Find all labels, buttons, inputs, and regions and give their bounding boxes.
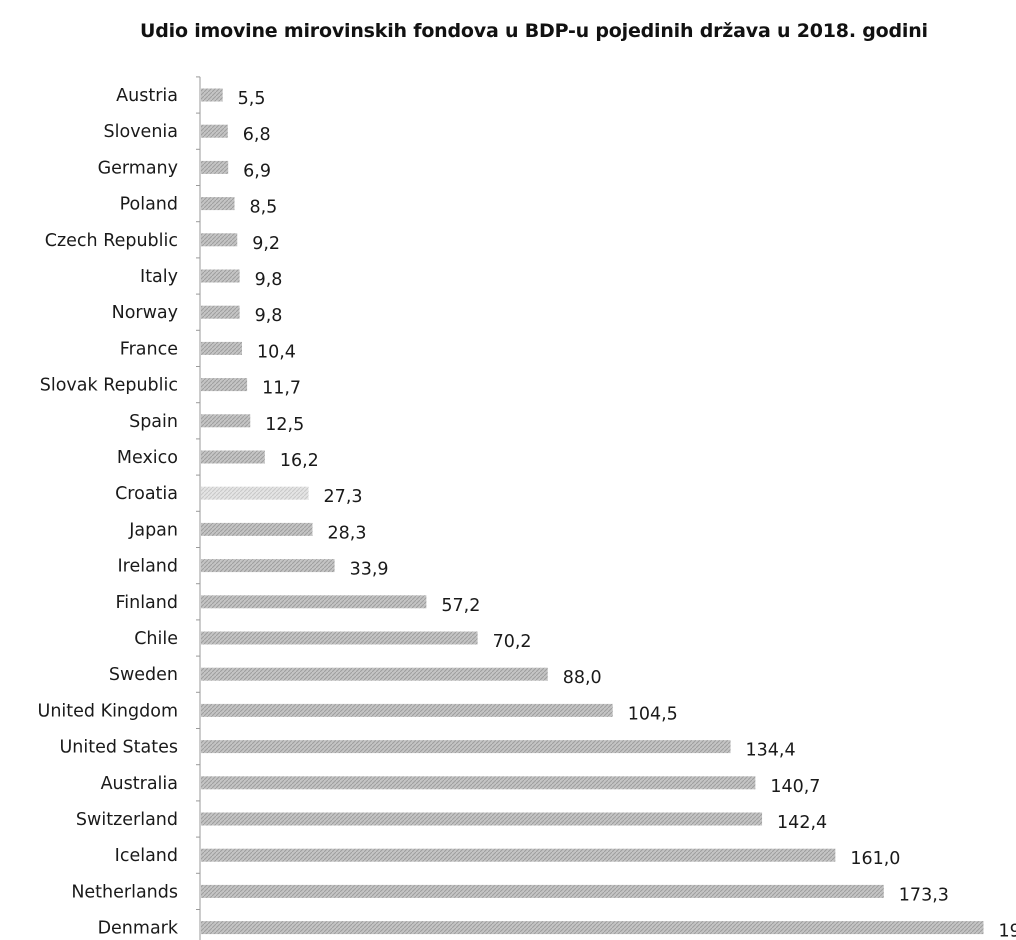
tick-label-switzerland: Switzerland <box>76 810 178 830</box>
tick-label-chile: Chile <box>134 629 178 649</box>
chart-title: Udio imovine mirovinskih fondova u BDP-u… <box>140 20 928 42</box>
bar-united-kingdom <box>201 703 613 717</box>
bar-finland <box>201 595 427 609</box>
bar-norway <box>201 305 240 319</box>
data-label-australia: 140,7 <box>770 777 820 797</box>
data-label-czech-republic: 9,2 <box>252 234 280 254</box>
data-label-spain: 12,5 <box>265 415 304 435</box>
tick-label-united-kingdom: United Kingdom <box>38 701 178 721</box>
tick-label-germany: Germany <box>98 158 178 178</box>
tick-label-netherlands: Netherlands <box>71 882 178 902</box>
data-label-france: 10,4 <box>257 342 296 362</box>
tick-label-norway: Norway <box>112 303 178 323</box>
tick-label-sweden: Sweden <box>109 665 178 685</box>
tick-label-australia: Australia <box>101 774 178 794</box>
bar-croatia <box>201 486 309 500</box>
tick-label-iceland: Iceland <box>115 846 178 866</box>
bar-czech-republic <box>201 233 238 247</box>
tick-label-austria: Austria <box>116 86 178 106</box>
bar-germany <box>201 160 229 174</box>
data-label-japan: 28,3 <box>328 523 367 543</box>
bar-mexico <box>201 450 265 464</box>
bar-denmark <box>201 921 984 935</box>
tick-label-japan: Japan <box>128 520 178 540</box>
data-label-denmark: 198,6 <box>998 922 1016 940</box>
bar-australia <box>201 776 756 790</box>
bar-netherlands <box>201 884 884 898</box>
tick-label-finland: Finland <box>115 593 178 613</box>
data-label-sweden: 88,0 <box>563 668 602 688</box>
data-label-finland: 57,2 <box>441 596 480 616</box>
data-label-slovenia: 6,8 <box>243 125 271 145</box>
data-label-poland: 8,5 <box>249 198 277 218</box>
data-label-netherlands: 173,3 <box>899 885 949 905</box>
bar-italy <box>201 269 240 283</box>
data-label-iceland: 161,0 <box>850 849 900 869</box>
tick-label-italy: Italy <box>140 267 178 287</box>
bar-austria <box>201 88 223 102</box>
tick-label-slovak-republic: Slovak Republic <box>40 376 178 396</box>
data-label-chile: 70,2 <box>493 632 532 652</box>
bar-switzerland <box>201 812 763 826</box>
data-label-croatia: 27,3 <box>324 487 363 507</box>
tick-label-mexico: Mexico <box>117 448 178 468</box>
tick-label-poland: Poland <box>120 195 178 215</box>
data-label-norway: 9,8 <box>255 306 283 326</box>
tick-label-united-states: United States <box>59 738 178 758</box>
bar-chile <box>201 631 478 645</box>
data-label-austria: 5,5 <box>238 89 266 109</box>
bar-slovak-republic <box>201 378 248 392</box>
category-axis <box>196 76 201 940</box>
bar-france <box>201 341 242 355</box>
data-label-germany: 6,9 <box>243 161 271 181</box>
tick-label-france: France <box>120 339 178 359</box>
bar-spain <box>201 414 251 428</box>
bar-united-states <box>201 740 731 754</box>
data-label-italy: 9,8 <box>255 270 283 290</box>
tick-label-spain: Spain <box>129 412 178 432</box>
data-label-slovak-republic: 11,7 <box>262 379 301 399</box>
tick-label-ireland: Ireland <box>117 557 178 577</box>
tick-label-denmark: Denmark <box>98 919 179 939</box>
tick-label-slovenia: Slovenia <box>104 122 178 142</box>
bar-poland <box>201 197 235 211</box>
bar-japan <box>201 522 313 536</box>
bar-slovenia <box>201 124 228 138</box>
bar-ireland <box>201 559 335 573</box>
bars-layer <box>201 88 984 935</box>
bar-sweden <box>201 667 548 681</box>
data-label-united-states: 134,4 <box>746 741 796 761</box>
tick-label-czech-republic: Czech Republic <box>45 231 178 251</box>
data-label-ireland: 33,9 <box>350 560 389 580</box>
bar-iceland <box>201 848 836 862</box>
data-label-mexico: 16,2 <box>280 451 319 471</box>
tick-label-croatia: Croatia <box>115 484 178 504</box>
data-label-united-kingdom: 104,5 <box>628 704 678 724</box>
data-label-switzerland: 142,4 <box>777 813 827 833</box>
labels-layer: Austria 5,5 Slovenia 6,8 Germany 6,9 Poland 8,5… <box>38 86 1016 940</box>
